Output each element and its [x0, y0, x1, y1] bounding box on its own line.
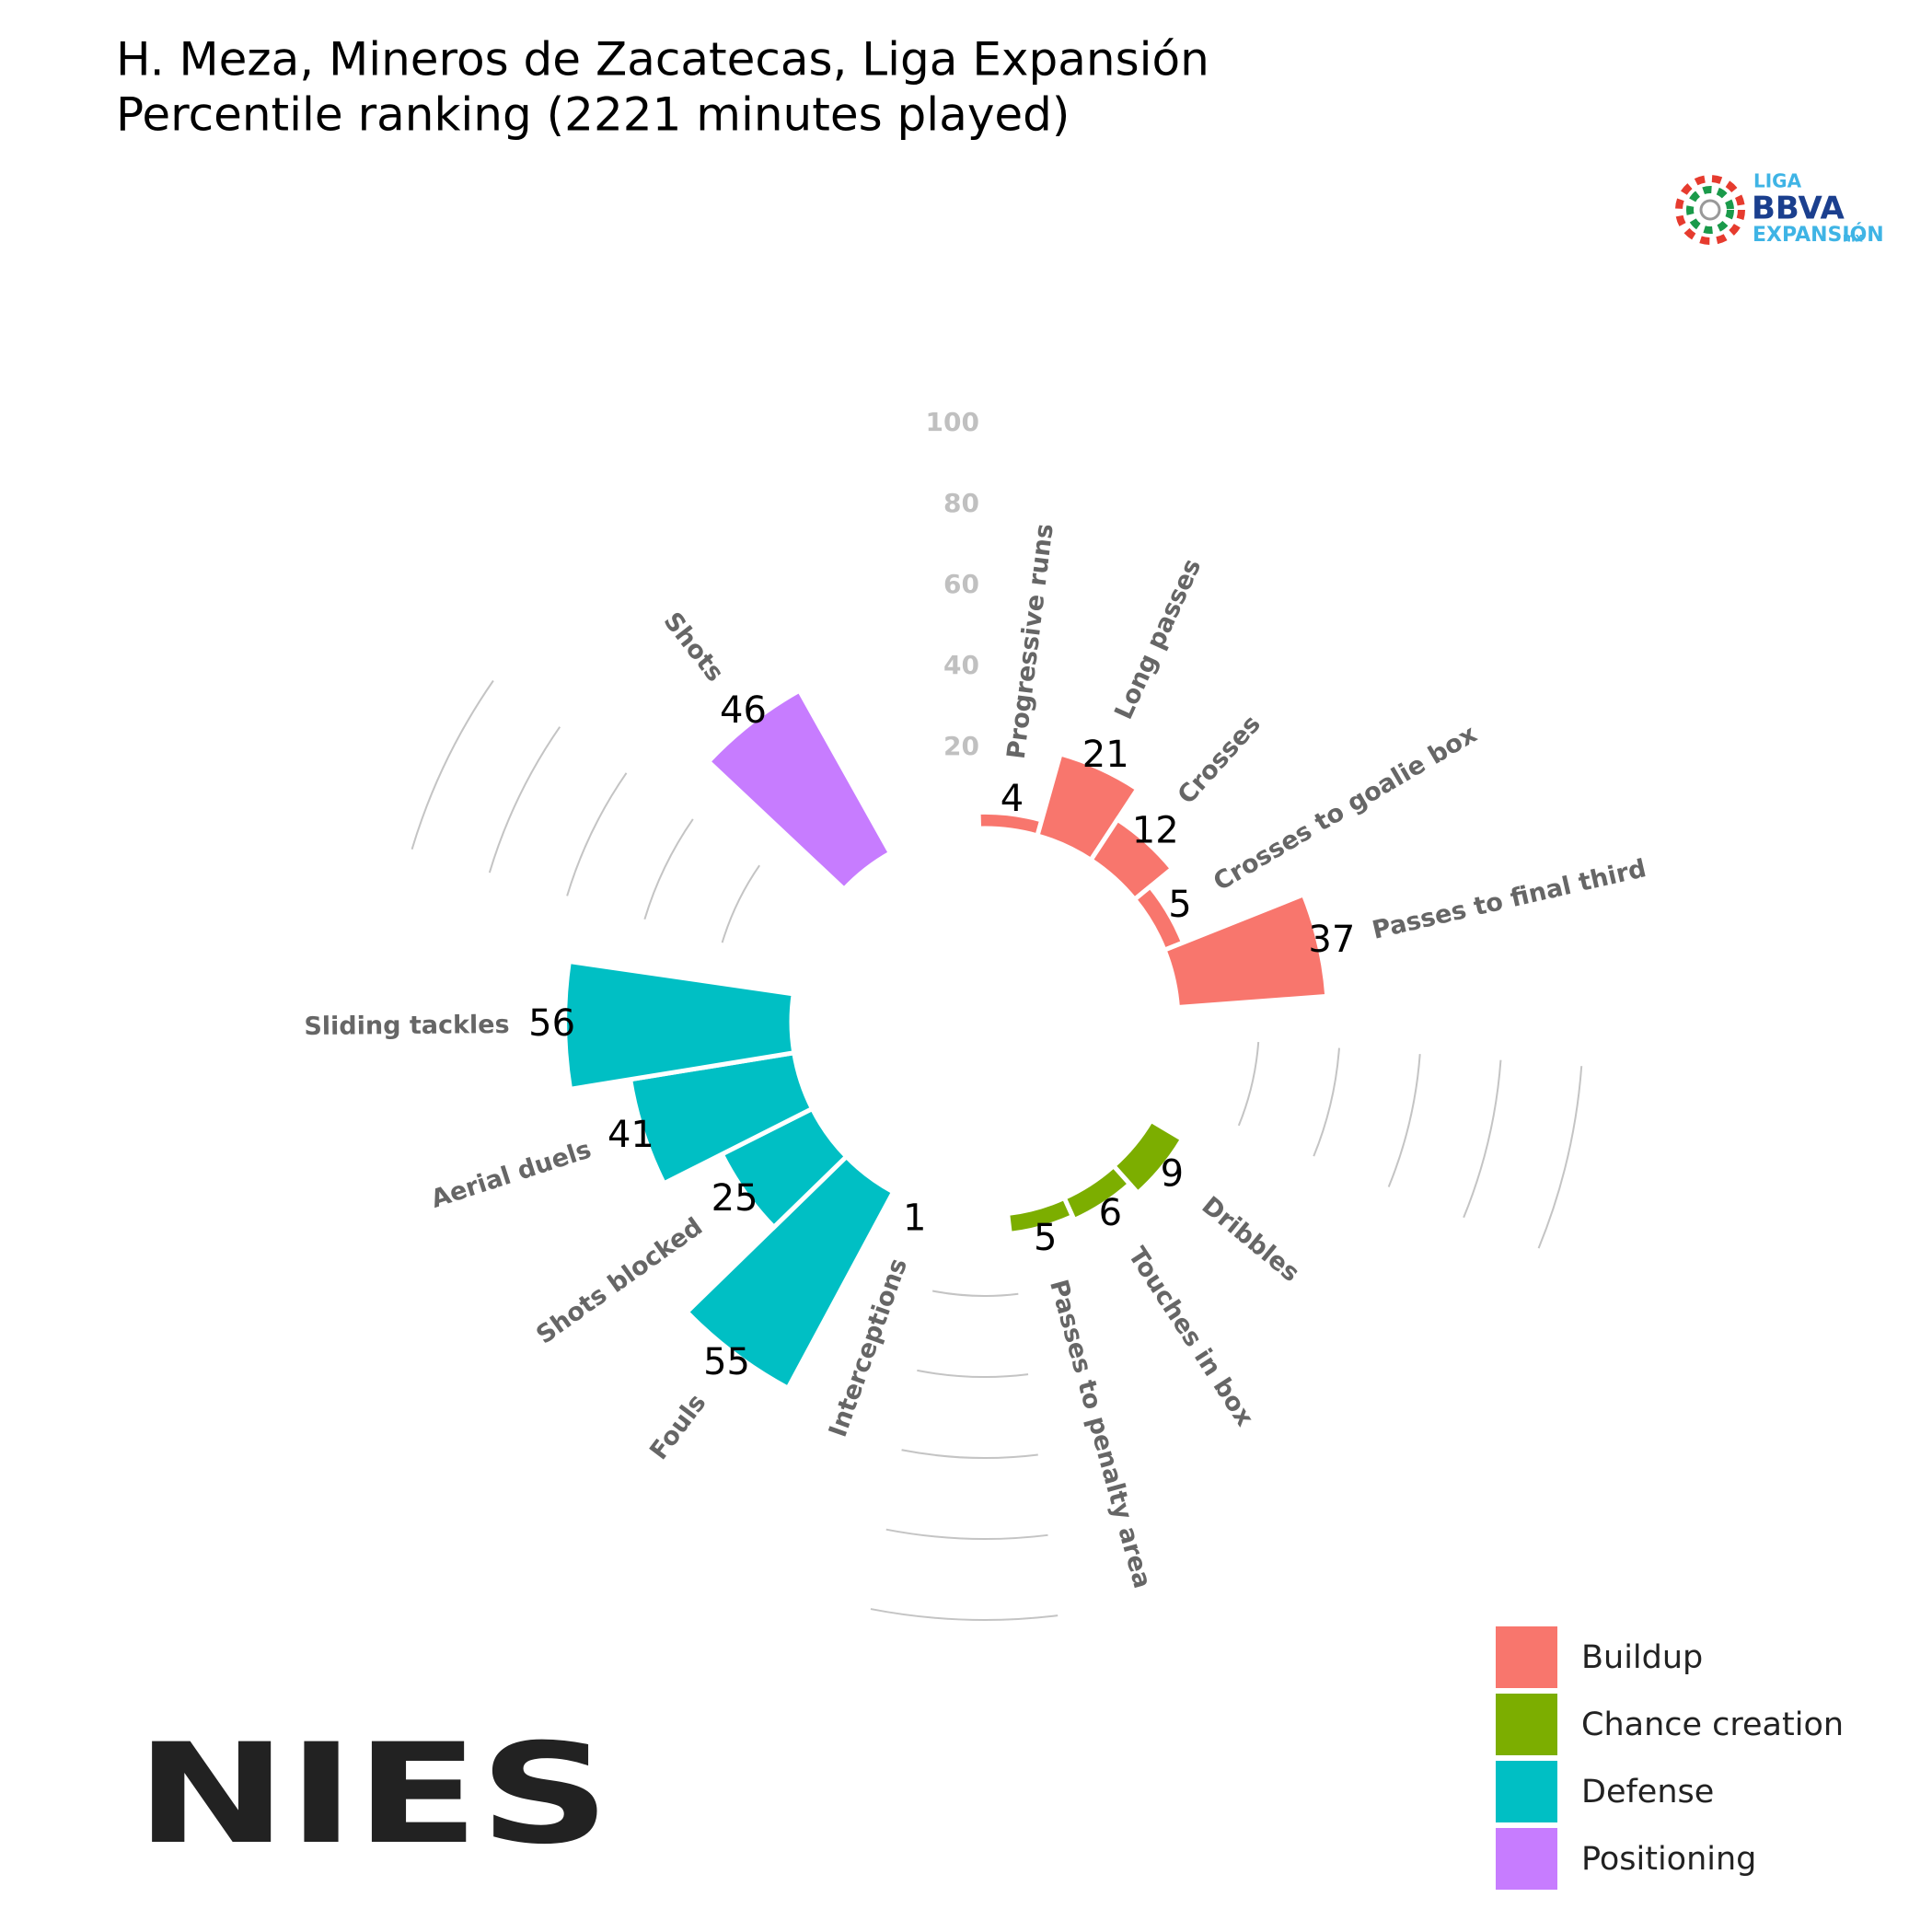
legend-swatch — [1496, 1694, 1557, 1755]
bar — [1110, 1116, 1186, 1197]
category-label: Touches in box — [1122, 1243, 1258, 1431]
league-logo: LIGA BBVA EXPANSIÓN mx — [1675, 170, 1884, 247]
logo-text: mx — [1843, 232, 1864, 246]
category-label: Dribbles — [1197, 1191, 1305, 1288]
brand-logo: NIES — [135, 1715, 610, 1875]
legend-label: Positioning — [1581, 1841, 1756, 1878]
grid-line — [870, 1608, 1059, 1622]
y-tick-label: 40 — [943, 650, 979, 680]
logo-text: BBVA — [1752, 191, 1845, 227]
logo-text: LIGA — [1753, 170, 1802, 192]
value-label: 6 — [1099, 1192, 1122, 1234]
category-label: Long passes — [1109, 555, 1207, 724]
legend-label: Buildup — [1581, 1639, 1703, 1676]
category-label: Sliding tackles — [304, 1011, 509, 1041]
value-label: 25 — [711, 1177, 758, 1220]
grid-line — [917, 1369, 1029, 1378]
y-tick-label: 80 — [943, 488, 979, 518]
chart-title: H. Meza, Mineros de Zacatecas, Liga Expa… — [116, 33, 1209, 87]
bar — [705, 687, 894, 893]
category-label: Progressive runs — [1002, 522, 1059, 760]
category-label: Fouls — [644, 1389, 711, 1465]
value-label: 46 — [720, 689, 767, 732]
category-label: Passes to penalty area — [1044, 1277, 1156, 1591]
legend-label: Chance creation — [1581, 1706, 1844, 1743]
grid-line — [721, 864, 760, 943]
grid-line — [1237, 1042, 1260, 1127]
value-label: 5 — [1168, 884, 1191, 926]
bar — [1004, 1195, 1076, 1237]
y-tick-label: 100 — [926, 407, 979, 437]
legend-swatch — [1496, 1761, 1557, 1822]
value-label: 9 — [1161, 1153, 1184, 1196]
legend-swatch — [1496, 1828, 1557, 1890]
legend-swatch — [1496, 1626, 1557, 1688]
y-tick-label: 60 — [943, 569, 979, 599]
grid-line — [885, 1528, 1048, 1540]
value-label: 21 — [1082, 734, 1129, 776]
grid-line — [1463, 1059, 1502, 1219]
bar — [1087, 816, 1176, 903]
category-label: Shots — [658, 607, 730, 688]
bar — [1060, 1163, 1133, 1223]
value-label: 5 — [1034, 1217, 1057, 1259]
value-label: 12 — [1132, 809, 1179, 851]
value-label: 41 — [607, 1114, 654, 1156]
grid-line — [1313, 1047, 1340, 1157]
bar — [1161, 891, 1330, 1011]
grid-line — [901, 1449, 1038, 1459]
grid-line — [1387, 1054, 1421, 1187]
value-label: 4 — [1001, 778, 1024, 820]
grid-line — [411, 679, 494, 850]
chart-subtitle: Percentile ranking (2221 minutes played) — [116, 88, 1070, 142]
grid-line — [931, 1290, 1019, 1297]
bar — [1034, 750, 1141, 863]
grid-line — [566, 772, 628, 897]
category-label: Crosses — [1173, 710, 1267, 810]
logo-pinwheel — [1675, 175, 1745, 245]
bar — [562, 958, 797, 1093]
grid-line — [1537, 1066, 1583, 1249]
value-label: 56 — [528, 1002, 575, 1045]
category-label: Passes to final third — [1370, 854, 1649, 945]
value-label: 55 — [703, 1341, 750, 1383]
logo-text: EXPANSIÓN — [1753, 223, 1884, 247]
grid-line — [643, 818, 694, 920]
grid-line — [488, 726, 561, 873]
category-label: Shots blocked — [531, 1212, 708, 1349]
value-label: 37 — [1308, 919, 1355, 961]
legend-label: Defense — [1581, 1774, 1714, 1811]
bar — [683, 1153, 897, 1392]
value-label: 1 — [903, 1197, 926, 1239]
y-tick-label: 20 — [943, 731, 979, 761]
category-label: Aerial duels — [428, 1135, 596, 1213]
